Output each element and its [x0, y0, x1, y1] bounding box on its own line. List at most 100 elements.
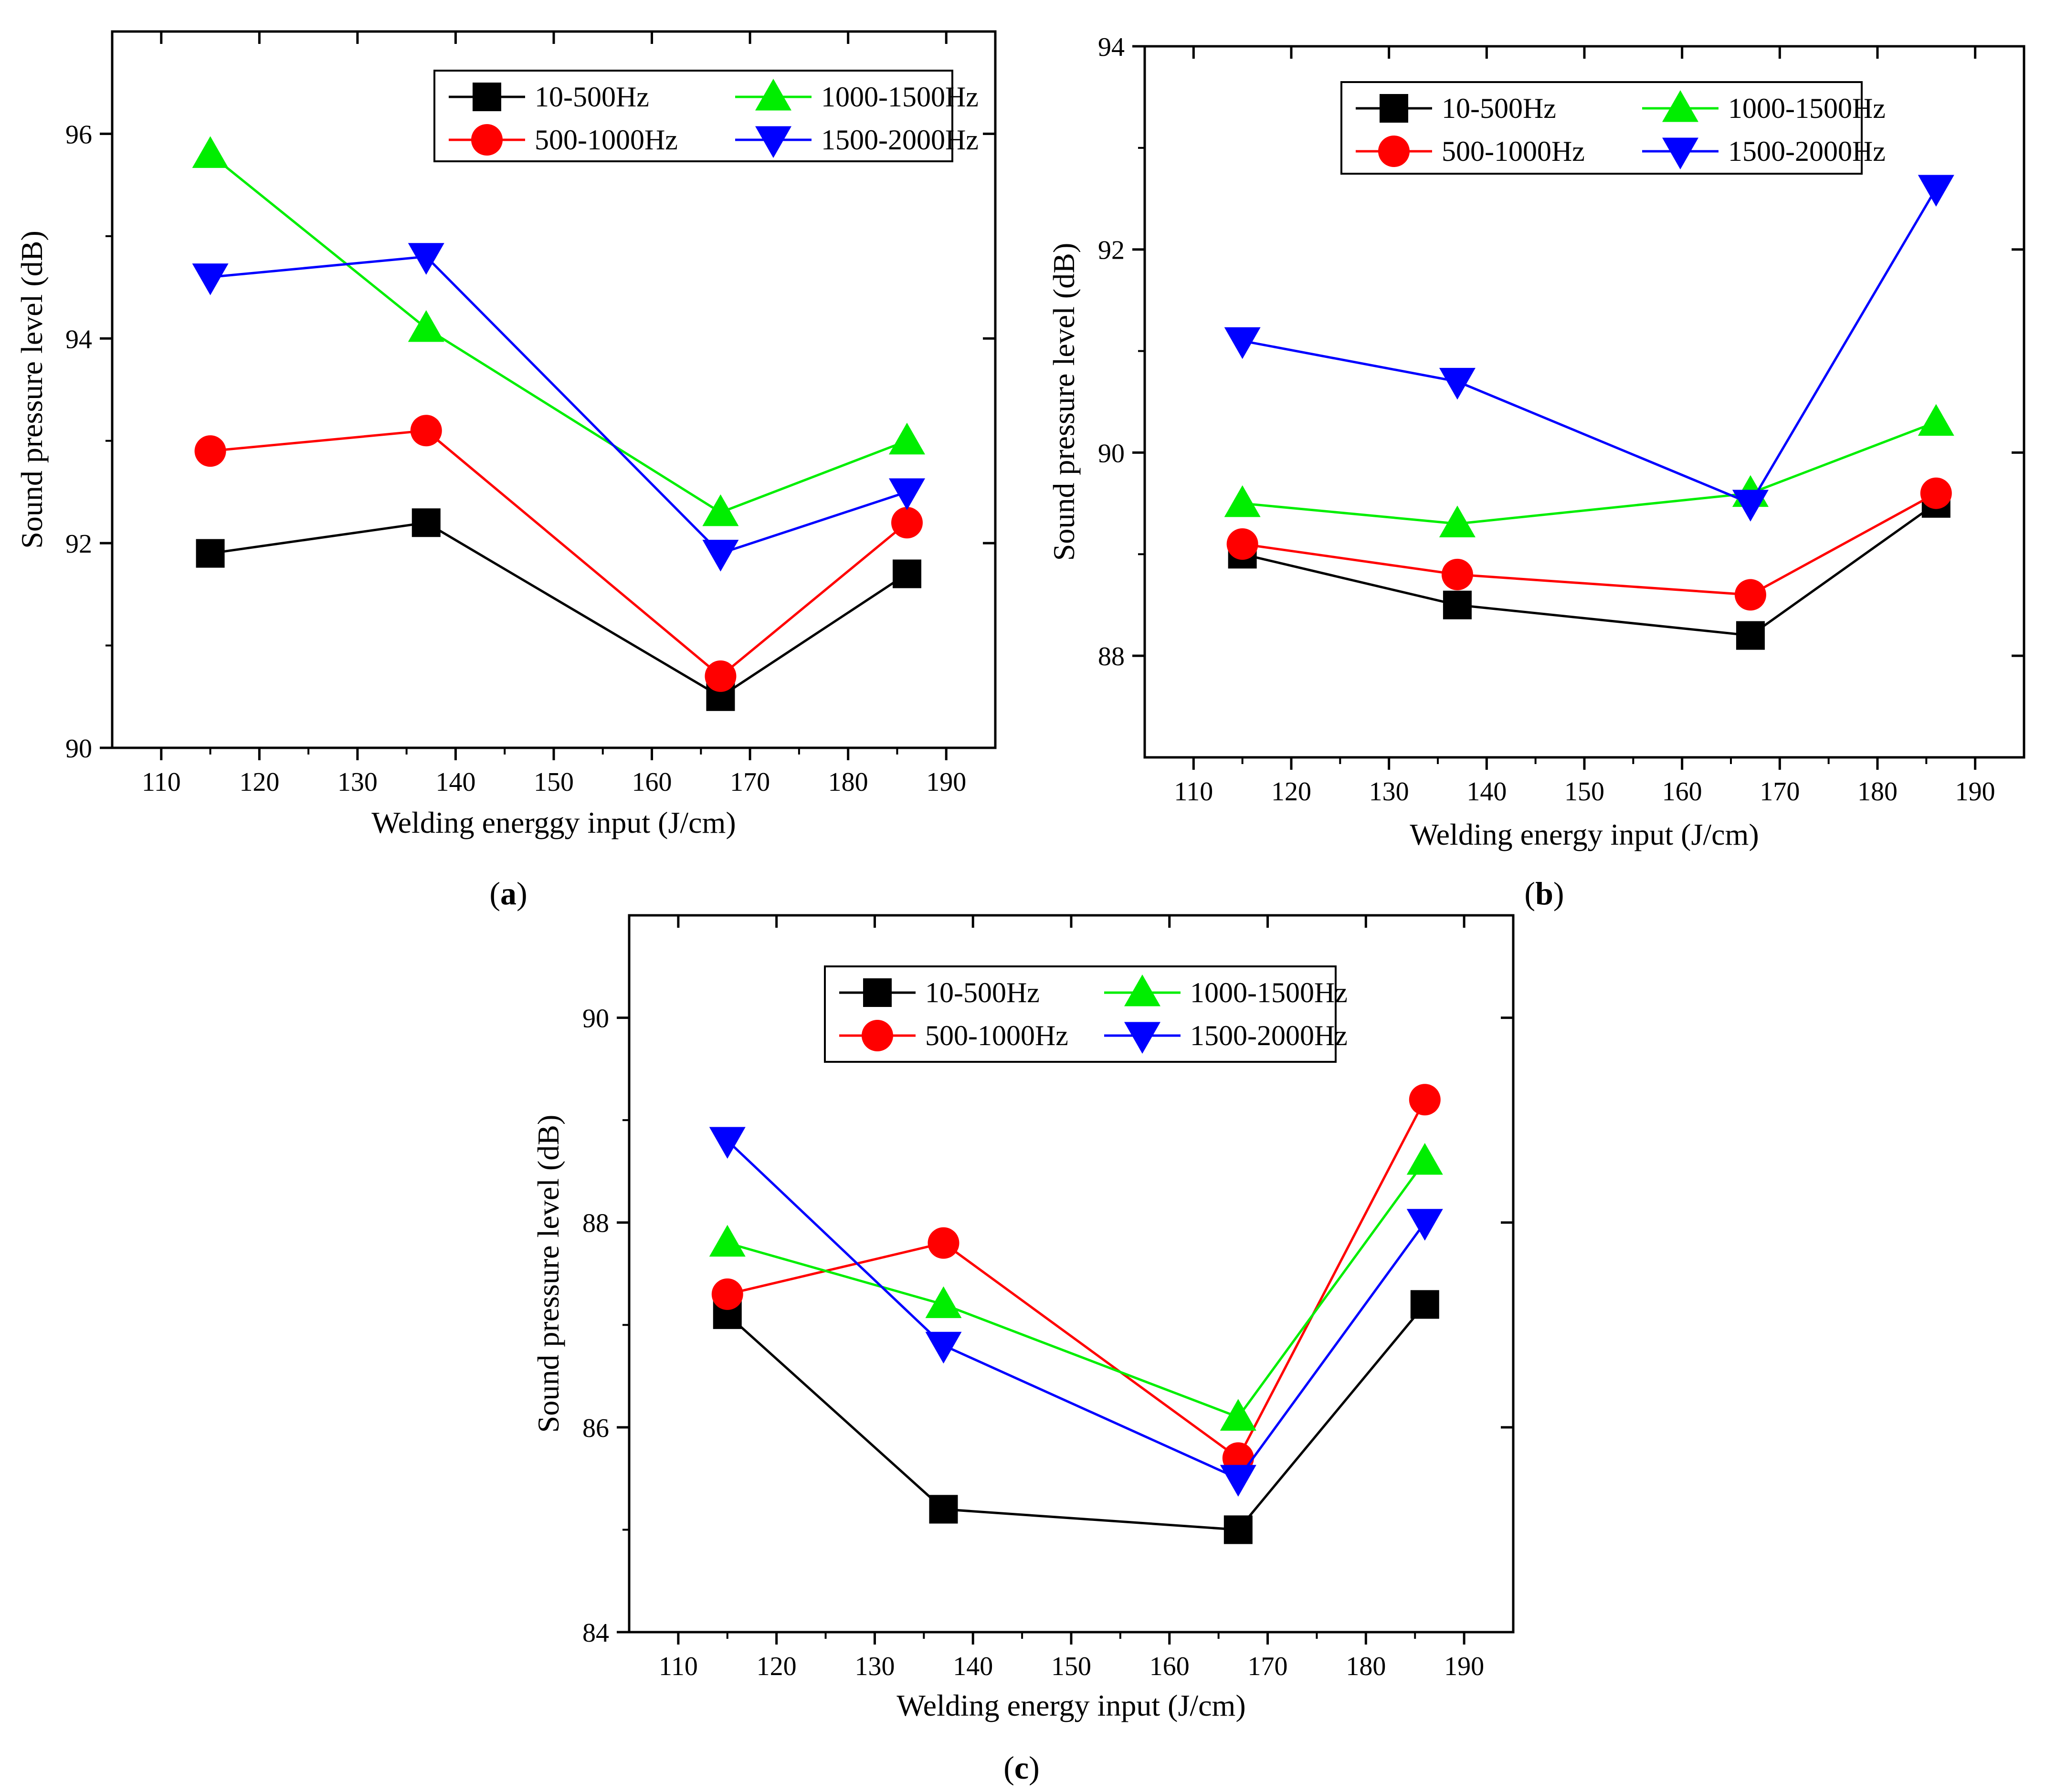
y-tick-label: 86 — [582, 1414, 609, 1443]
data-point-1500-2000Hz — [1732, 490, 1769, 522]
legend-marker-1000-1500Hz — [755, 79, 791, 111]
panel-label-open-paren: ( — [1003, 1750, 1014, 1786]
x-tick-label: 160 — [1149, 1652, 1190, 1681]
series-line-500-1000Hz — [727, 1099, 1426, 1460]
legend-marker-1000-1500Hz — [1662, 90, 1698, 122]
series-line-1000-1500Hz — [727, 1160, 1426, 1419]
data-point-10-500Hz — [1410, 1290, 1439, 1319]
data-point-1500-2000Hz — [1406, 1209, 1443, 1241]
legend-marker-1500-2000Hz — [1662, 137, 1698, 169]
legend-label: 1500-2000Hz — [1190, 1020, 1348, 1051]
data-point-1500-2000Hz — [702, 540, 739, 572]
data-point-1500-2000Hz — [192, 263, 229, 295]
x-tick-label: 130 — [1369, 777, 1409, 807]
x-tick-label: 120 — [757, 1652, 797, 1681]
x-tick-label: 190 — [926, 767, 966, 797]
x-tick-label: 160 — [632, 767, 672, 797]
legend-label: 1000-1500Hz — [1190, 977, 1348, 1008]
series-line-1000-1500Hz — [1242, 421, 1937, 525]
chart-panel-b: 110 120 130 140 150 160 170 180 190 88 90 92 94 Weldi… — [1047, 32, 2025, 912]
x-tick-label: 190 — [1955, 777, 1995, 807]
series-line-1500-2000Hz — [210, 255, 907, 555]
data-point-1500-2000Hz — [408, 243, 444, 275]
data-point-500-1000Hz — [1920, 477, 1952, 509]
panel-label-open-paren: ( — [489, 875, 500, 912]
y-tick-label: 96 — [65, 120, 92, 149]
legend: 10-500Hz 1000-1500Hz 500-1000Hz 1500-2000Hz — [1340, 81, 1886, 175]
x-axis-title: Welding energgy input (J/cm) — [371, 806, 736, 839]
panel-label-close-paren: ) — [1553, 875, 1564, 912]
panel-label: (a) — [489, 875, 527, 912]
x-tick-label: 110 — [1174, 777, 1213, 807]
data-point-1500-2000Hz — [889, 478, 925, 510]
legend-box — [433, 70, 953, 162]
legend-label: 1500-2000Hz — [1728, 136, 1886, 167]
data-point-500-1000Hz — [705, 660, 737, 692]
data-point-1000-1500Hz — [1439, 505, 1476, 537]
x-tick-label: 140 — [953, 1652, 993, 1681]
series-line-1500-2000Hz — [727, 1140, 1426, 1480]
series-line-500-1000Hz — [210, 429, 908, 678]
data-point-500-1000Hz — [928, 1227, 959, 1259]
legend-marker-500-1000Hz — [862, 1020, 893, 1051]
y-tick-label: 88 — [1098, 642, 1125, 671]
x-tick-label: 110 — [659, 1652, 698, 1681]
data-point-10-500Hz — [1223, 1515, 1253, 1544]
data-point-10-500Hz — [1736, 621, 1765, 650]
legend-marker-10-500Hz — [863, 978, 892, 1007]
panel-label-letter: b — [1535, 875, 1553, 912]
data-point-1000-1500Hz — [1220, 1399, 1256, 1431]
data-point-500-1000Hz — [410, 415, 442, 447]
data-point-500-1000Hz — [891, 507, 923, 539]
y-tick-label: 88 — [582, 1209, 609, 1238]
legend-label: 1000-1500Hz — [821, 81, 979, 113]
legend: 10-500Hz 1000-1500Hz 500-1000Hz 1500-2000Hz — [433, 70, 979, 162]
series-line-1500-2000Hz — [1242, 188, 1937, 505]
x-tick-label: 150 — [1564, 777, 1604, 807]
series-line-1000-1500Hz — [209, 153, 907, 514]
legend-marker-1500-2000Hz — [1124, 1022, 1160, 1054]
data-point-1500-2000Hz — [1220, 1465, 1256, 1497]
data-point-500-1000Hz — [1441, 558, 1473, 590]
data-point-500-1000Hz — [1734, 579, 1766, 611]
x-tick-label: 130 — [337, 767, 378, 797]
y-axis-title: Sound pressure level (dB) — [15, 231, 49, 549]
data-point-1500-2000Hz — [1918, 175, 1954, 207]
legend-marker-10-500Hz — [1380, 94, 1408, 123]
y-tick-label: 94 — [65, 325, 92, 354]
data-point-1000-1500Hz — [1406, 1142, 1443, 1175]
x-tick-label: 140 — [1466, 777, 1507, 807]
x-tick-label: 180 — [828, 767, 868, 797]
panel-label-letter: c — [1014, 1750, 1029, 1786]
legend-label: 10-500Hz — [925, 977, 1040, 1008]
legend-label: 1500-2000Hz — [821, 124, 979, 156]
data-point-1500-2000Hz — [1439, 367, 1476, 400]
y-axis-title: Sound pressure level (dB) — [1047, 243, 1081, 561]
x-tick-label: 180 — [1346, 1652, 1386, 1681]
x-tick-label: 160 — [1662, 777, 1702, 807]
data-point-1000-1500Hz — [889, 422, 925, 455]
data-point-500-1000Hz — [194, 435, 226, 467]
data-point-10-500Hz — [411, 508, 441, 537]
chart-panel-c: 110 120 130 140 150 160 170 180 190 84 86 88 90 Weldi… — [531, 914, 1515, 1786]
data-point-1000-1500Hz — [702, 494, 739, 526]
data-point-10-500Hz — [196, 539, 225, 568]
data-point-1000-1500Hz — [408, 310, 444, 342]
panel-label: (b) — [1524, 875, 1564, 912]
x-tick-label: 190 — [1444, 1652, 1484, 1681]
legend-marker-10-500Hz — [473, 83, 501, 111]
y-tick-label: 84 — [582, 1618, 609, 1648]
panel-label-close-paren: ) — [1029, 1750, 1040, 1786]
x-tick-label: 140 — [435, 767, 475, 797]
data-point-1000-1500Hz — [192, 136, 229, 168]
data-point-500-1000Hz — [1226, 528, 1258, 560]
data-point-1500-2000Hz — [1224, 327, 1261, 359]
x-tick-label: 170 — [1248, 1652, 1288, 1681]
y-tick-label: 92 — [65, 529, 92, 559]
data-point-1000-1500Hz — [709, 1225, 746, 1257]
legend-marker-500-1000Hz — [1378, 136, 1410, 167]
x-tick-label: 110 — [142, 767, 181, 797]
data-point-500-1000Hz — [1409, 1084, 1441, 1116]
legend-marker-1000-1500Hz — [1124, 975, 1160, 1006]
chart-panel-a: 110 120 130 140 150 160 170 180 190 90 92 94 96 Weldi… — [15, 30, 997, 912]
